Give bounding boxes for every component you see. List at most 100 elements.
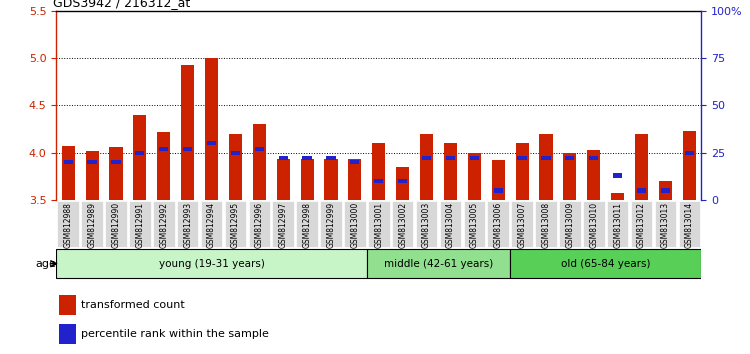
Bar	[229, 134, 242, 200]
Text: GSM812988: GSM812988	[64, 202, 73, 248]
Text: GSM813010: GSM813010	[590, 202, 598, 248]
Text: GSM812996: GSM812996	[255, 202, 264, 248]
Bar	[325, 159, 338, 200]
Bar	[205, 58, 218, 200]
FancyBboxPatch shape	[655, 201, 676, 247]
Bar	[566, 156, 574, 160]
Bar	[444, 143, 457, 200]
Bar	[231, 150, 240, 155]
Text: GSM813011: GSM813011	[614, 202, 622, 248]
Text: GSM813006: GSM813006	[494, 202, 502, 248]
FancyBboxPatch shape	[58, 201, 79, 247]
Text: GSM812990: GSM812990	[112, 202, 121, 248]
Bar	[88, 160, 97, 164]
Bar	[682, 131, 696, 200]
Text: transformed count: transformed count	[81, 300, 184, 310]
FancyBboxPatch shape	[248, 201, 270, 247]
Bar	[446, 156, 455, 160]
Bar	[111, 160, 121, 164]
Text: GSM812994: GSM812994	[207, 202, 216, 248]
Bar	[255, 147, 264, 151]
Bar	[277, 159, 290, 200]
Text: GSM813008: GSM813008	[542, 202, 550, 248]
Bar	[422, 156, 431, 160]
FancyBboxPatch shape	[512, 201, 532, 247]
Bar	[611, 193, 624, 200]
Text: GSM813001: GSM813001	[374, 202, 383, 248]
Bar	[470, 156, 479, 160]
Bar	[134, 115, 146, 200]
FancyBboxPatch shape	[272, 201, 294, 247]
FancyBboxPatch shape	[296, 201, 318, 247]
Bar	[587, 150, 600, 200]
Bar	[637, 188, 646, 193]
FancyBboxPatch shape	[225, 201, 246, 247]
FancyBboxPatch shape	[320, 201, 342, 247]
Text: GSM812995: GSM812995	[231, 202, 240, 248]
Bar	[348, 159, 361, 200]
Bar	[64, 160, 73, 164]
FancyBboxPatch shape	[81, 201, 103, 247]
Bar	[492, 160, 505, 200]
Bar	[59, 324, 76, 344]
Bar	[183, 147, 192, 151]
FancyBboxPatch shape	[559, 201, 580, 247]
Text: GSM812997: GSM812997	[279, 202, 288, 248]
Bar	[207, 141, 216, 145]
Text: GSM812989: GSM812989	[88, 202, 97, 248]
FancyBboxPatch shape	[344, 201, 365, 247]
Bar	[301, 159, 313, 200]
FancyBboxPatch shape	[488, 201, 509, 247]
FancyBboxPatch shape	[536, 201, 556, 247]
Bar	[372, 143, 386, 200]
Text: GDS3942 / 216312_at: GDS3942 / 216312_at	[53, 0, 190, 10]
Bar	[59, 295, 76, 315]
Bar	[539, 134, 553, 200]
Bar	[590, 156, 598, 160]
Bar	[398, 179, 407, 183]
FancyBboxPatch shape	[607, 201, 628, 247]
Bar	[158, 132, 170, 200]
Text: middle (42-61 years): middle (42-61 years)	[384, 259, 493, 269]
Text: GSM812993: GSM812993	[183, 202, 192, 248]
FancyBboxPatch shape	[583, 201, 604, 247]
FancyBboxPatch shape	[177, 201, 199, 247]
Bar	[302, 156, 312, 160]
Text: GSM813013: GSM813013	[661, 202, 670, 248]
Bar	[494, 188, 502, 193]
Text: GSM813009: GSM813009	[566, 202, 574, 248]
Text: percentile rank within the sample: percentile rank within the sample	[81, 329, 268, 339]
Bar	[685, 150, 694, 155]
Text: GSM813012: GSM813012	[637, 202, 646, 248]
Text: GSM812992: GSM812992	[159, 202, 168, 248]
FancyBboxPatch shape	[153, 201, 175, 247]
Text: GSM813000: GSM813000	[350, 202, 359, 248]
FancyBboxPatch shape	[201, 201, 222, 247]
Text: young (19-31 years): young (19-31 years)	[158, 259, 265, 269]
Bar	[110, 147, 122, 200]
Bar	[86, 151, 99, 200]
Bar	[278, 156, 288, 160]
Text: GSM813014: GSM813014	[685, 202, 694, 248]
Bar	[159, 147, 168, 151]
Text: GSM812991: GSM812991	[135, 202, 144, 248]
Bar	[661, 188, 670, 193]
FancyBboxPatch shape	[105, 201, 127, 247]
Text: age: age	[35, 259, 56, 269]
Text: old (65-84 years): old (65-84 years)	[561, 259, 650, 269]
Bar	[420, 134, 433, 200]
Text: GSM813002: GSM813002	[398, 202, 407, 248]
Text: GSM813003: GSM813003	[422, 202, 431, 248]
FancyBboxPatch shape	[368, 201, 389, 247]
Bar	[542, 156, 550, 160]
Bar	[181, 64, 194, 200]
Bar	[635, 134, 648, 200]
FancyBboxPatch shape	[440, 201, 461, 247]
Bar	[350, 160, 359, 164]
Bar	[563, 153, 577, 200]
Text: GSM812999: GSM812999	[326, 202, 335, 248]
Bar	[374, 179, 383, 183]
Bar	[135, 150, 145, 155]
Bar	[396, 167, 410, 200]
Text: GSM813005: GSM813005	[470, 202, 478, 248]
